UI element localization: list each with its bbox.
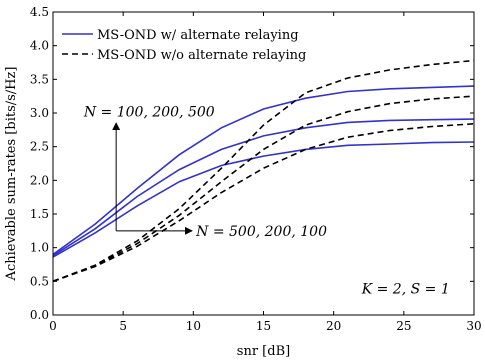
y-tick-label: 2.0 xyxy=(30,173,49,187)
y-tick-label: 0.0 xyxy=(30,308,49,322)
annotations: N = 100, 200, 500 N = 500, 200, 100 K = … xyxy=(83,104,450,297)
y-axis-label: Achievable sum-rates [bits/s/Hz] xyxy=(4,67,19,282)
ticks-layer: 0 5 10 15 20 25 30 0.0 0.5 1.0 1.5 2.0 2.5 3.0 3.5 4.0 4… xyxy=(30,5,482,333)
x-tick-label: 25 xyxy=(396,319,411,333)
series-layer xyxy=(52,59,475,283)
series-line-with-relaying-n500 xyxy=(52,85,475,256)
y-tick-label: 1.0 xyxy=(30,241,49,255)
y-tick-label: 2.5 xyxy=(30,140,49,154)
x-tick-label: 0 xyxy=(49,319,57,333)
x-tick-label: 10 xyxy=(186,319,201,333)
annotation-n-right: N = 500, 200, 100 xyxy=(195,224,327,240)
series-line-without-relaying-n100 xyxy=(52,123,475,283)
series-line-without-relaying-n500 xyxy=(52,59,475,283)
series-line-with-relaying-n100 xyxy=(52,141,475,258)
legend-label-without-relaying: MS-OND w/o alternate relaying xyxy=(97,48,306,63)
series-line-with-relaying-n200 xyxy=(52,118,475,257)
x-tick-label: 15 xyxy=(256,319,271,333)
y-tick-label: 3.0 xyxy=(30,106,49,120)
legend: MS-OND w/ alternate relaying MS-OND w/o … xyxy=(62,28,306,63)
x-tick-label: 20 xyxy=(326,319,341,333)
y-tick-label: 3.5 xyxy=(30,72,49,86)
y-tick-label: 1.5 xyxy=(30,207,49,221)
annotation-n-up: N = 100, 200, 500 xyxy=(83,104,215,120)
x-axis-label: snr [dB] xyxy=(237,344,290,359)
annotation-params: K = 2, S = 1 xyxy=(361,281,450,297)
y-tick-label: 4.0 xyxy=(30,39,49,53)
x-tick-label: 5 xyxy=(119,319,127,333)
x-tick-label: 30 xyxy=(466,319,481,333)
y-tick-label: 4.5 xyxy=(30,5,49,19)
legend-label-with-relaying: MS-OND w/ alternate relaying xyxy=(97,28,299,43)
series-line-without-relaying-n200 xyxy=(52,95,475,283)
y-tick-label: 0.5 xyxy=(30,274,49,288)
